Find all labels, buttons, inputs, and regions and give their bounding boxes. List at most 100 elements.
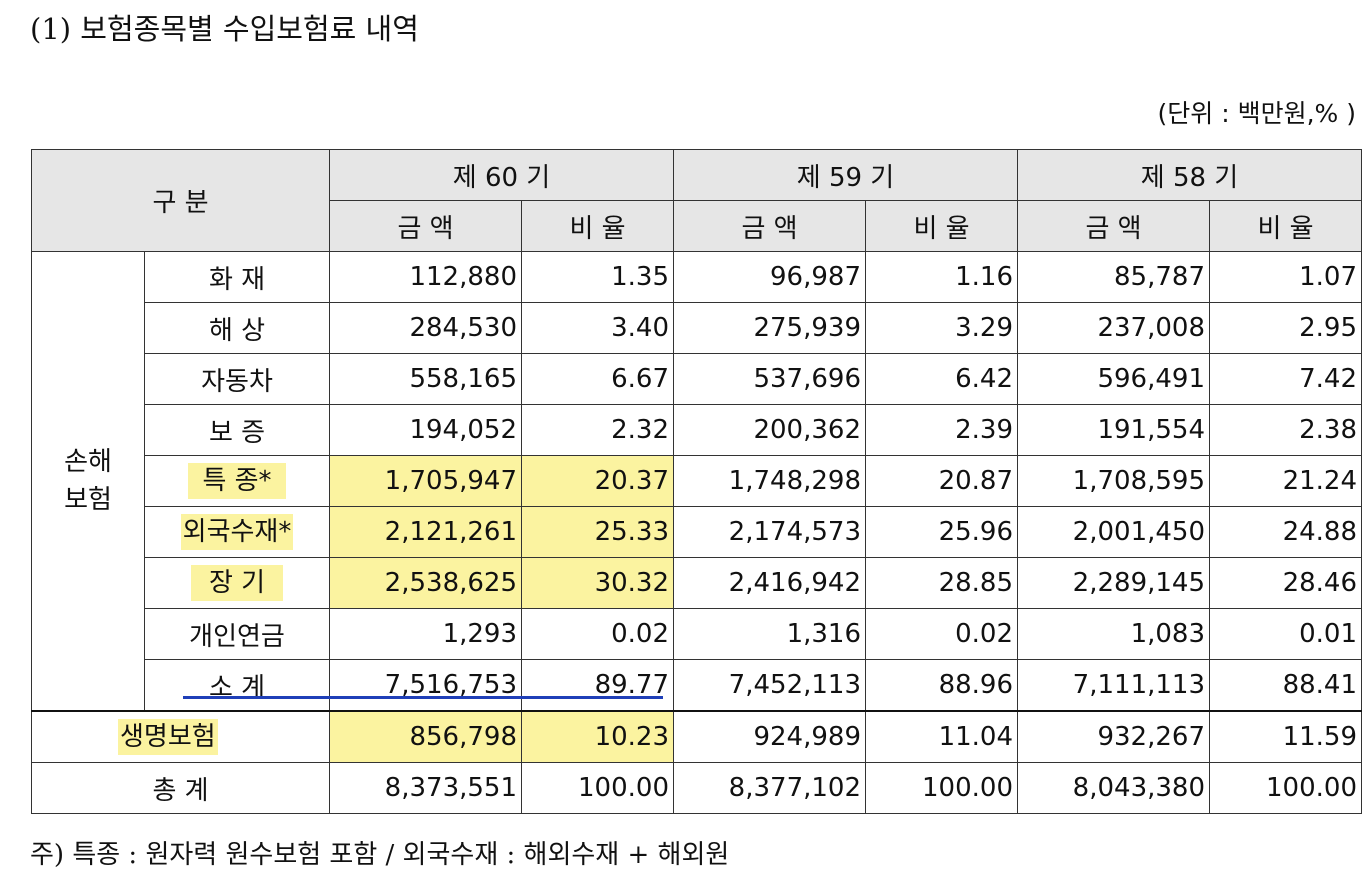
header-amount-60: 금 액 bbox=[329, 200, 522, 252]
table-row: 장 기 2,538,625 30.32 2,416,942 28.85 2,28… bbox=[32, 557, 1362, 609]
row-label: 화 재 bbox=[144, 251, 330, 303]
group-label-nonlife: 손해 보험 bbox=[31, 251, 145, 712]
amount-cell: 558,165 bbox=[329, 353, 522, 405]
header-ratio-58: 비 율 bbox=[1209, 200, 1362, 252]
ratio-cell: 20.87 bbox=[865, 455, 1018, 507]
ratio-cell: 6.42 bbox=[865, 353, 1018, 405]
amount-cell: 8,043,380 bbox=[1017, 762, 1210, 814]
amount-cell: 2,001,450 bbox=[1017, 506, 1210, 558]
ratio-cell: 2.32 bbox=[521, 404, 674, 456]
amount-cell: 8,377,102 bbox=[673, 762, 866, 814]
table-row: 외국수재* 2,121,261 25.33 2,174,573 25.96 2,… bbox=[32, 506, 1362, 558]
amount-cell: 8,373,551 bbox=[329, 762, 522, 814]
unit-label: (단위 : 백만원,% ) bbox=[1157, 99, 1356, 128]
amount-cell: 537,696 bbox=[673, 353, 866, 405]
table-row-subtotal: 소 계 7,516,753 89.77 7,452,113 88.96 7,11… bbox=[32, 659, 1362, 712]
amount-cell: 85,787 bbox=[1017, 251, 1210, 303]
highlight-mark: 외국수재* bbox=[180, 514, 294, 550]
amount-cell-highlighted: 856,798 bbox=[329, 710, 522, 763]
ratio-cell: 2.95 bbox=[1209, 302, 1362, 354]
amount-cell: 596,491 bbox=[1017, 353, 1210, 405]
premium-table: 구 분 제 60 기 제 59 기 제 58 기 금 액 비 율 금 액 비 율… bbox=[31, 149, 1362, 814]
table-row: 손해 보험 화 재 112,880 1.35 96,987 1.16 85,787… bbox=[31, 251, 1362, 712]
amount-cell: 1,293 bbox=[329, 608, 522, 660]
row-label: 자동차 bbox=[144, 353, 330, 405]
ratio-cell: 0.01 bbox=[1209, 608, 1362, 660]
amount-cell: 2,416,942 bbox=[673, 557, 866, 609]
row-label: 개인연금 bbox=[144, 608, 330, 660]
amount-cell: 237,008 bbox=[1017, 302, 1210, 354]
table-row-total: 총 계 8,373,551 100.00 8,377,102 100.00 8,… bbox=[31, 762, 1362, 814]
ratio-cell: 1.07 bbox=[1209, 251, 1362, 303]
amount-cell: 2,174,573 bbox=[673, 506, 866, 558]
ratio-cell: 3.29 bbox=[865, 302, 1018, 354]
table-row: 자동차 558,165 6.67 537,696 6.42 596,491 7.… bbox=[32, 353, 1362, 405]
ratio-cell: 25.96 bbox=[865, 506, 1018, 558]
page-title: (1) 보험종목별 수입보험료 내역 bbox=[30, 12, 419, 46]
header-amount-59: 금 액 bbox=[673, 200, 866, 252]
ratio-cell: 100.00 bbox=[1209, 762, 1362, 814]
table-row: 보 증 194,052 2.32 200,362 2.39 191,554 2.… bbox=[32, 404, 1362, 456]
row-label-highlighted: 특 종* bbox=[144, 455, 330, 507]
ratio-cell: 2.39 bbox=[865, 404, 1018, 456]
ratio-cell: 6.67 bbox=[521, 353, 674, 405]
amount-cell: 194,052 bbox=[329, 404, 522, 456]
highlight-mark: 장 기 bbox=[190, 565, 284, 601]
ratio-cell-highlighted: 20.37 bbox=[521, 455, 674, 507]
amount-cell: 284,530 bbox=[329, 302, 522, 354]
ratio-cell: 0.02 bbox=[865, 608, 1018, 660]
amount-cell: 200,362 bbox=[673, 404, 866, 456]
amount-cell: 275,939 bbox=[673, 302, 866, 354]
ratio-cell: 89.77 bbox=[521, 659, 674, 712]
ratio-cell: 0.02 bbox=[521, 608, 674, 660]
table-row: 개인연금 1,293 0.02 1,316 0.02 1,083 0.01 bbox=[32, 608, 1362, 660]
ratio-cell-highlighted: 30.32 bbox=[521, 557, 674, 609]
row-label: 소 계 bbox=[144, 659, 330, 712]
ratio-cell: 11.59 bbox=[1209, 710, 1362, 763]
amount-cell-highlighted: 2,121,261 bbox=[329, 506, 522, 558]
amount-cell: 7,111,113 bbox=[1017, 659, 1210, 712]
ratio-cell-highlighted: 25.33 bbox=[521, 506, 674, 558]
row-label-highlighted: 장 기 bbox=[144, 557, 330, 609]
amount-cell-highlighted: 2,538,625 bbox=[329, 557, 522, 609]
amount-cell: 96,987 bbox=[673, 251, 866, 303]
amount-cell: 191,554 bbox=[1017, 404, 1210, 456]
row-label-highlighted: 생명보험 bbox=[31, 710, 330, 763]
header-ratio-59: 비 율 bbox=[865, 200, 1018, 252]
header-ratio-60: 비 율 bbox=[521, 200, 674, 252]
ratio-cell: 1.35 bbox=[521, 251, 674, 303]
ratio-cell: 88.96 bbox=[865, 659, 1018, 712]
row-label: 총 계 bbox=[31, 762, 330, 814]
ratio-cell: 3.40 bbox=[521, 302, 674, 354]
highlight-mark: 생명보험 bbox=[118, 719, 218, 755]
amount-cell-highlighted: 1,705,947 bbox=[329, 455, 522, 507]
ratio-cell-highlighted: 10.23 bbox=[521, 710, 674, 763]
table-row-life: 생명보험 856,798 10.23 924,989 11.04 932,267… bbox=[31, 710, 1362, 763]
ratio-cell: 100.00 bbox=[521, 762, 674, 814]
header-category: 구 분 bbox=[31, 149, 330, 252]
highlight-mark: 특 종* bbox=[188, 463, 286, 499]
blue-underline-annotation bbox=[183, 696, 663, 699]
amount-cell: 7,516,753 bbox=[329, 659, 522, 712]
header-period-60: 제 60 기 bbox=[329, 149, 674, 201]
amount-cell: 932,267 bbox=[1017, 710, 1210, 763]
amount-cell: 2,289,145 bbox=[1017, 557, 1210, 609]
amount-cell: 1,083 bbox=[1017, 608, 1210, 660]
ratio-cell: 2.38 bbox=[1209, 404, 1362, 456]
table-row: 특 종* 1,705,947 20.37 1,748,298 20.87 1,7… bbox=[32, 455, 1362, 507]
ratio-cell: 88.41 bbox=[1209, 659, 1362, 712]
amount-cell: 112,880 bbox=[329, 251, 522, 303]
row-label: 해 상 bbox=[144, 302, 330, 354]
row-label-highlighted: 외국수재* bbox=[144, 506, 330, 558]
header-period-58: 제 58 기 bbox=[1017, 149, 1362, 201]
ratio-cell: 28.85 bbox=[865, 557, 1018, 609]
ratio-cell: 7.42 bbox=[1209, 353, 1362, 405]
amount-cell: 924,989 bbox=[673, 710, 866, 763]
header-amount-58: 금 액 bbox=[1017, 200, 1210, 252]
ratio-cell: 24.88 bbox=[1209, 506, 1362, 558]
amount-cell: 7,452,113 bbox=[673, 659, 866, 712]
header-period-59: 제 59 기 bbox=[673, 149, 1018, 201]
amount-cell: 1,748,298 bbox=[673, 455, 866, 507]
ratio-cell: 21.24 bbox=[1209, 455, 1362, 507]
row-label: 보 증 bbox=[144, 404, 330, 456]
